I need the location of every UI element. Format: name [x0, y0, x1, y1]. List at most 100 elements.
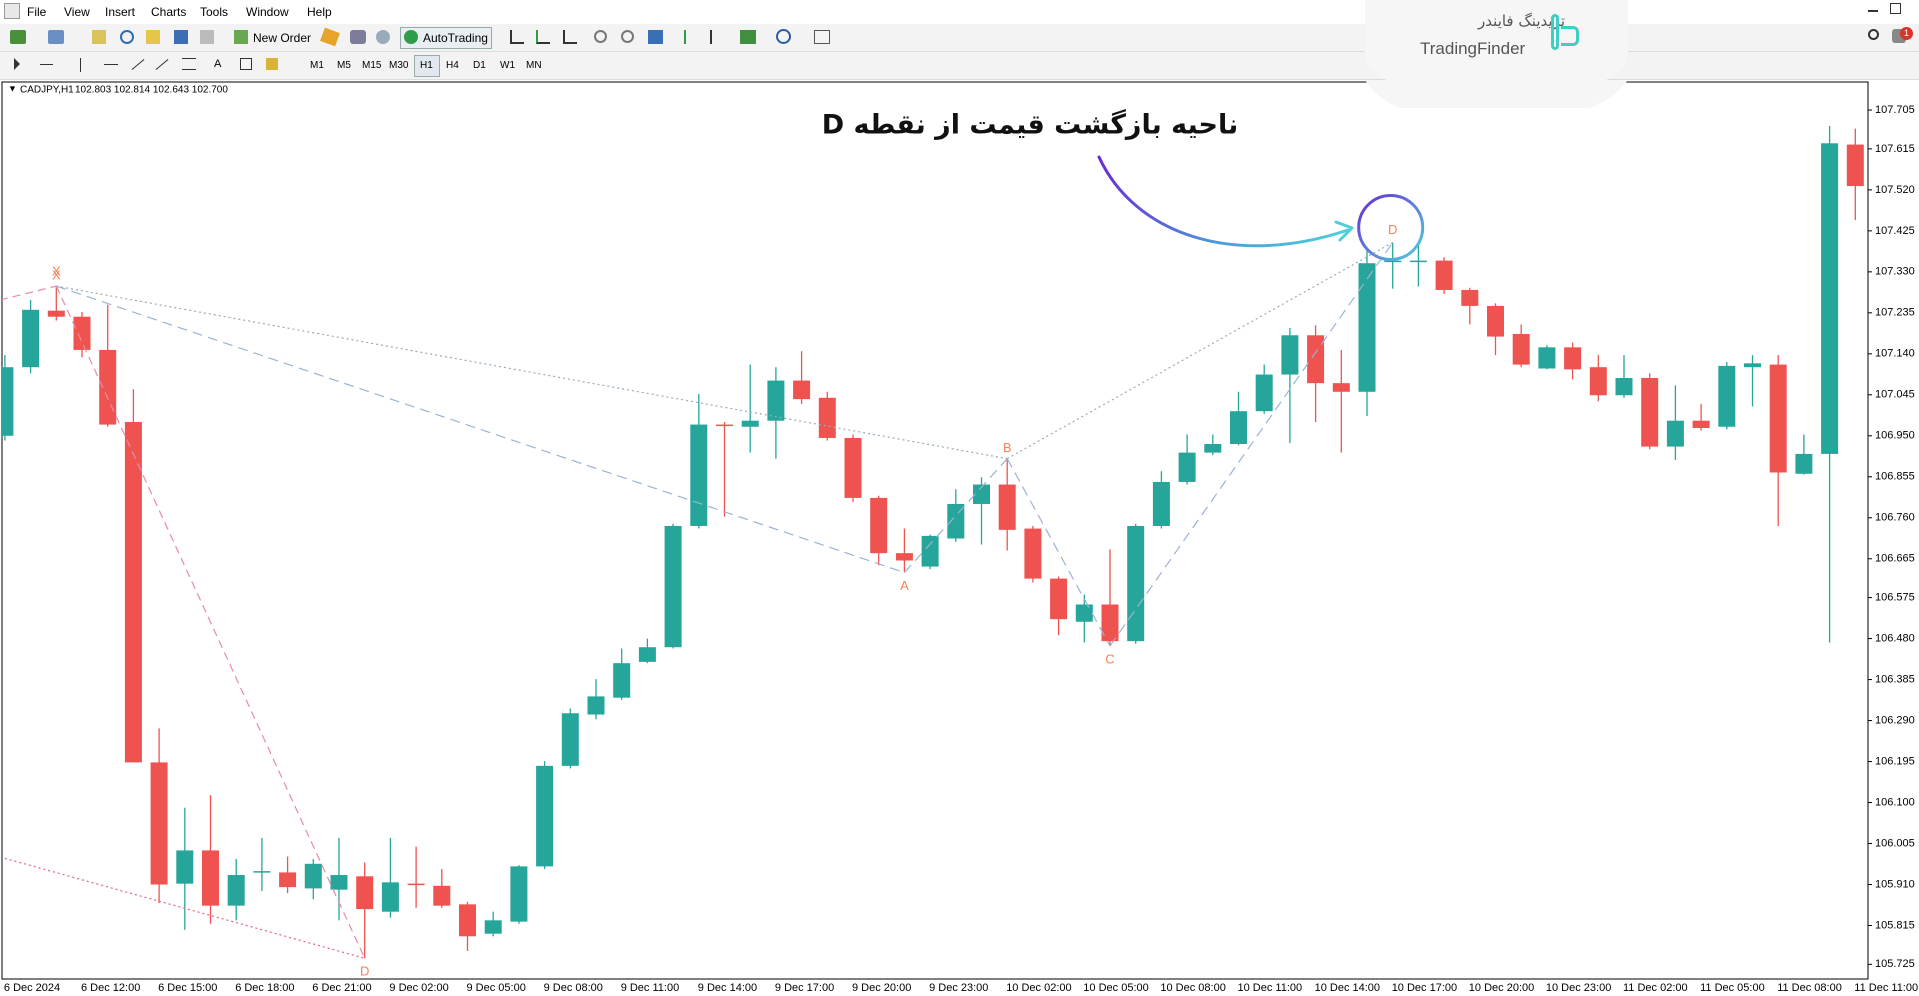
trendline-button[interactable]: [131, 58, 145, 71]
search-button[interactable]: [1868, 29, 1879, 40]
candle-body: [459, 904, 476, 937]
market-watch-button[interactable]: [92, 30, 106, 44]
zoom-in-button[interactable]: [594, 30, 607, 43]
symbol-marker: ▼: [8, 83, 17, 93]
pattern-line: [903, 458, 1008, 573]
toolbar-periods: A M1 M5 M15 M30 H1 H4 D1 W1 MN: [0, 52, 1919, 80]
timeframe-button[interactable]: M5: [337, 60, 351, 71]
candle-body: [407, 883, 425, 886]
new-chart-button[interactable]: [10, 30, 26, 44]
templates-button[interactable]: [814, 30, 830, 44]
y-tick-label: 105.910: [1875, 878, 1915, 890]
autotrading-button[interactable]: AutoTrading: [423, 31, 488, 45]
label-button[interactable]: [240, 58, 252, 70]
menu-item[interactable]: Charts: [151, 5, 187, 19]
text-button[interactable]: A: [214, 58, 222, 70]
menu-item[interactable]: View: [64, 5, 90, 19]
zoom-out-button[interactable]: [621, 30, 634, 43]
candle-body: [1435, 260, 1453, 290]
y-tick-label: 106.290: [1875, 714, 1915, 726]
bar-chart-button[interactable]: [510, 30, 524, 44]
candle-chart-button[interactable]: [536, 30, 550, 44]
crosshair-button[interactable]: [40, 64, 53, 65]
timeframe-button[interactable]: W1: [500, 60, 515, 71]
pattern-line: [55, 285, 366, 959]
timeframe-button[interactable]: H1: [420, 60, 433, 71]
x-tick-label: 6 Dec 21:00: [312, 982, 371, 994]
timeframe-button[interactable]: MN: [526, 60, 542, 71]
pattern-point-label: D: [1388, 222, 1397, 237]
periods-button[interactable]: [776, 29, 791, 44]
chart-shift-button[interactable]: [710, 30, 724, 44]
x-tick-label: 6 Dec 18:00: [235, 982, 294, 994]
x-tick-label: 9 Dec 23:00: [929, 982, 988, 994]
logo-card: تریدینگ فایندر TradingFinder: [1365, 0, 1628, 81]
x-tick-label: 6 Dec 2024: [4, 982, 60, 994]
pattern-line: [2, 285, 57, 301]
y-tick-label: 106.100: [1875, 796, 1915, 808]
line-chart-button[interactable]: [563, 30, 577, 44]
arrows-button[interactable]: [266, 58, 278, 70]
candle-body: [1178, 452, 1196, 482]
menu-bar: File View Insert Charts Tools Window Hel…: [0, 0, 1919, 25]
menu-item[interactable]: Tools: [200, 5, 229, 19]
timeframe-button[interactable]: M15: [362, 60, 382, 71]
new-order-button[interactable]: New Order: [253, 31, 312, 45]
candle-body: [1846, 144, 1864, 186]
pattern-line: [56, 285, 1008, 460]
vertical-line-button[interactable]: [80, 58, 81, 72]
tester-button[interactable]: [200, 30, 214, 44]
fibo-button[interactable]: [182, 58, 196, 70]
timeframe-button[interactable]: M30: [389, 60, 409, 71]
annotation-arrow: [1097, 155, 1350, 248]
x-tick-label: 9 Dec 11:00: [621, 982, 680, 994]
terminal-button[interactable]: [174, 30, 188, 44]
metaeditor-button[interactable]: [320, 27, 340, 47]
candle-body: [793, 380, 811, 400]
navigator-button[interactable]: [120, 30, 134, 44]
menu-item[interactable]: Insert: [105, 5, 136, 19]
x-tick-label: 10 Dec 08:00: [1160, 982, 1225, 994]
market-button[interactable]: [376, 30, 390, 44]
chart: X A B C D X D ▼ CADJPY,H1 102.803 102.814 102.…: [1, 80, 1918, 994]
candle-body: [2, 367, 14, 436]
candle-body: [1692, 420, 1710, 429]
candle-body: [973, 484, 990, 504]
x-tick-label: 11 Dec 11:00: [1854, 982, 1918, 994]
candle-body: [124, 421, 142, 763]
pattern-point-label: D: [360, 964, 369, 979]
candle-body: [150, 762, 168, 885]
restore-button[interactable]: [1890, 3, 1901, 14]
x-tick-label: 9 Dec 05:00: [467, 982, 526, 994]
candle-body: [1461, 289, 1479, 306]
menu-item[interactable]: Window: [246, 5, 289, 19]
y-tick-label: 107.425: [1875, 225, 1915, 237]
timeframe-button[interactable]: H4: [446, 60, 459, 71]
logo-icon: [1551, 14, 1559, 50]
cursor-button[interactable]: [14, 58, 20, 70]
autotrading-box: [400, 27, 492, 49]
candle-body: [767, 380, 785, 421]
candle-body: [1641, 377, 1659, 447]
candle-body: [587, 696, 605, 715]
candle-body: [227, 875, 245, 906]
signals-button[interactable]: [350, 30, 366, 44]
candle-body: [510, 866, 528, 922]
timeframe-button[interactable]: M1: [310, 60, 324, 71]
candle-body: [1281, 335, 1299, 375]
y-tick-label: 106.480: [1875, 632, 1915, 644]
data-window-button[interactable]: [146, 30, 160, 44]
pattern-point-label: A: [900, 578, 909, 593]
timeframe-button[interactable]: D1: [473, 60, 486, 71]
profiles-button[interactable]: [48, 30, 64, 44]
menu-item[interactable]: File: [27, 5, 47, 19]
tile-button[interactable]: [648, 30, 663, 44]
minimize-button[interactable]: [1868, 10, 1878, 12]
indicators-button[interactable]: [740, 30, 756, 44]
y-tick-label: 106.760: [1875, 512, 1915, 524]
autoscroll-button[interactable]: [684, 30, 698, 44]
menu-item[interactable]: Help: [307, 5, 332, 19]
horizontal-line-button[interactable]: [104, 64, 118, 65]
channel-button[interactable]: [155, 58, 169, 71]
